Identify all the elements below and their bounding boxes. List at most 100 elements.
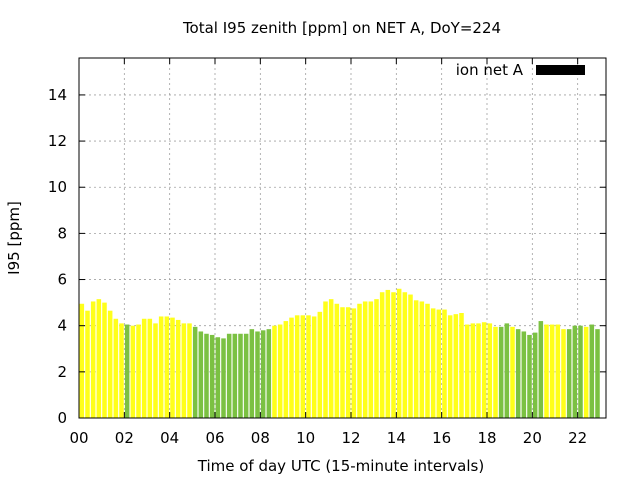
bar — [391, 292, 396, 418]
bar — [561, 329, 566, 418]
bar — [362, 301, 368, 418]
bar — [232, 333, 238, 418]
bar — [555, 324, 561, 418]
bar — [277, 324, 283, 418]
bar — [425, 303, 430, 418]
y-tick-label: 14 — [48, 86, 67, 104]
bar — [532, 332, 538, 418]
bar — [272, 325, 277, 418]
bar — [249, 329, 255, 418]
bar — [90, 301, 96, 418]
bar — [374, 299, 379, 418]
bar — [566, 329, 572, 418]
bar — [141, 318, 147, 418]
bar — [345, 307, 351, 418]
bar — [136, 324, 141, 418]
bar — [453, 314, 459, 418]
legend: ion net A — [456, 61, 585, 79]
bar — [334, 303, 340, 418]
x-axis-label: Time of day UTC (15-minute intervals) — [197, 457, 484, 475]
x-tick-label: 12 — [341, 429, 360, 447]
bar — [357, 303, 362, 418]
bar — [158, 316, 164, 418]
bar — [153, 323, 158, 418]
bar — [340, 307, 345, 418]
bar — [266, 329, 272, 418]
bar — [498, 326, 504, 418]
y-tick-label: 6 — [57, 271, 67, 289]
bar — [221, 338, 226, 418]
bar — [294, 315, 300, 418]
y-axis-label: I95 [ppm] — [5, 201, 23, 275]
x-tick-label: 08 — [251, 429, 270, 447]
bar — [226, 333, 232, 418]
legend-swatch — [536, 65, 585, 75]
bar — [130, 325, 136, 418]
grid-lines — [79, 58, 606, 418]
bar — [459, 313, 464, 418]
bar — [187, 323, 192, 418]
bar — [147, 318, 153, 418]
y-tick-label: 0 — [57, 409, 67, 427]
x-tick-label: 00 — [69, 429, 88, 447]
chart-title: Total I95 zenith [ppm] on NET A, DoY=224 — [182, 19, 501, 37]
bar — [385, 289, 391, 418]
x-tick-label: 18 — [477, 429, 496, 447]
bar — [402, 292, 408, 418]
x-tick-label: 16 — [432, 429, 451, 447]
bar — [430, 308, 436, 418]
bar — [328, 299, 334, 418]
bar — [311, 316, 317, 418]
y-tick-label: 2 — [57, 363, 67, 381]
bar — [436, 309, 442, 418]
bar — [306, 315, 311, 418]
bar — [283, 321, 289, 418]
bar — [470, 323, 476, 418]
bar — [260, 330, 266, 418]
x-tick-label: 22 — [568, 429, 587, 447]
y-tick-label: 10 — [48, 178, 67, 196]
x-tick-label: 02 — [115, 429, 134, 447]
bar — [521, 331, 527, 418]
bar — [368, 301, 374, 418]
bar — [515, 329, 521, 418]
bar — [181, 323, 187, 418]
bar — [323, 301, 328, 418]
bar — [504, 323, 510, 418]
bar — [175, 319, 181, 418]
x-tick-label: 14 — [387, 429, 406, 447]
bar — [572, 325, 578, 418]
bar — [204, 333, 209, 418]
bar — [396, 288, 402, 418]
bar — [549, 324, 555, 418]
bar — [351, 308, 357, 418]
bar — [255, 331, 260, 418]
bar — [510, 326, 515, 418]
bar — [538, 321, 544, 418]
bar — [164, 316, 170, 418]
legend-label: ion net A — [456, 61, 524, 79]
y-tick-label: 8 — [57, 224, 67, 242]
x-tick-label: 10 — [296, 429, 315, 447]
bars — [79, 288, 600, 418]
y-tick-label: 4 — [57, 317, 67, 335]
bar — [102, 302, 107, 418]
plot-frame — [78, 57, 607, 419]
bar — [317, 311, 323, 418]
bar — [544, 324, 549, 418]
bar — [476, 323, 481, 418]
bar — [589, 324, 595, 418]
bar — [124, 324, 130, 418]
bar — [192, 326, 198, 418]
bar — [413, 300, 419, 418]
bar — [464, 324, 470, 418]
bar — [238, 333, 243, 418]
bar — [379, 292, 385, 418]
bar — [243, 333, 249, 418]
bar — [289, 317, 294, 418]
bar — [527, 334, 532, 418]
bar — [85, 310, 90, 418]
bar — [447, 315, 453, 418]
bar — [198, 331, 204, 418]
